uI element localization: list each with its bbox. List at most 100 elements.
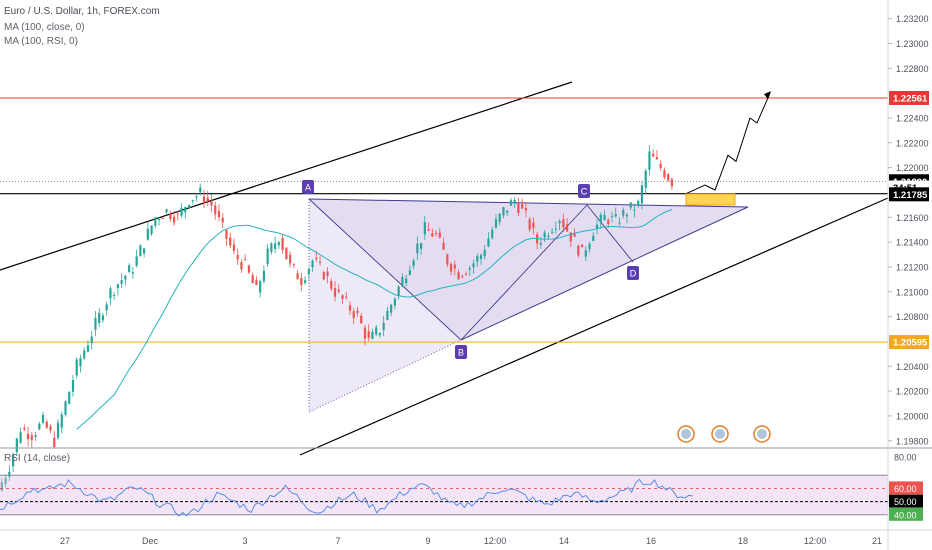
candle: [124, 275, 127, 280]
price-tick: 1.19800: [896, 436, 929, 446]
candle: [300, 278, 303, 285]
rsi-tick: 60.00: [894, 484, 917, 494]
candle: [259, 281, 262, 293]
pattern-letter: D: [630, 269, 637, 279]
candle: [378, 332, 382, 336]
price-tick: 1.20400: [896, 362, 929, 372]
candle: [311, 260, 314, 268]
rsi-tick: 50.00: [894, 497, 917, 507]
candle: [438, 232, 441, 238]
candle: [420, 242, 423, 249]
candle: [595, 224, 599, 230]
candle: [157, 219, 161, 221]
candle: [644, 170, 647, 188]
candle: [199, 187, 202, 193]
candle: [202, 196, 206, 204]
candle: [663, 170, 666, 178]
price-tick: 1.20000: [896, 411, 929, 421]
candle: [345, 296, 348, 298]
candle: [562, 219, 565, 228]
candle: [483, 249, 486, 257]
projection-arrowhead: [764, 91, 771, 100]
moving-average: [76, 209, 673, 430]
candle: [461, 275, 464, 277]
price-tick: 1.22800: [896, 64, 929, 74]
candle: [315, 257, 318, 260]
candle: [139, 245, 142, 257]
price-tick: 1.21200: [896, 262, 929, 272]
candle: [146, 228, 149, 240]
trend-channel: [0, 81, 889, 456]
candle: [292, 263, 295, 266]
candle: [476, 256, 479, 262]
candle: [225, 230, 228, 239]
price-tick: 1.21400: [896, 238, 929, 248]
candle: [270, 243, 273, 253]
candle: [191, 199, 194, 201]
candle: [68, 391, 71, 404]
price-label-bg: [889, 335, 929, 350]
candle: [532, 222, 535, 228]
candle: [479, 255, 483, 259]
candle: [98, 312, 101, 324]
candle: [513, 199, 516, 204]
triangle-bottom: [460, 206, 749, 341]
candle: [45, 421, 48, 428]
candle: [629, 202, 632, 208]
candle: [506, 210, 509, 213]
rsi-title[interactable]: RSI (14, close): [4, 453, 71, 464]
candle: [281, 237, 284, 250]
candle: [255, 280, 258, 285]
rsi-tick-bg: [889, 494, 923, 508]
pattern-letter: C: [581, 187, 588, 197]
rsi-band: [0, 475, 888, 515]
candle: [116, 284, 120, 289]
price-tick: 1.21600: [896, 213, 929, 223]
candle: [412, 260, 415, 266]
candle: [551, 231, 554, 233]
candle: [352, 311, 355, 319]
time-tick: 14: [559, 536, 569, 546]
candle: [547, 235, 550, 237]
price-label: 1.21785: [893, 190, 928, 201]
candle: [670, 179, 673, 187]
candle: [307, 269, 310, 275]
candle: [539, 242, 542, 245]
indicator-ma-close[interactable]: MA (100, close, 0): [4, 22, 85, 33]
candle: [217, 211, 221, 218]
candle: [38, 423, 41, 430]
candle: [64, 401, 67, 415]
candle: [266, 248, 269, 264]
candle: [277, 242, 280, 246]
price-tick: 1.21000: [896, 287, 929, 297]
candle: [573, 233, 576, 237]
candle: [184, 206, 187, 213]
candle: [210, 201, 213, 206]
candle: [165, 209, 168, 213]
price-tick: 1.22200: [896, 138, 929, 148]
candle: [83, 350, 86, 359]
time-tick: 9: [425, 536, 430, 546]
triangle-base: [308, 339, 462, 413]
candle: [333, 288, 337, 297]
candle: [614, 214, 617, 217]
candle: [405, 278, 408, 284]
candle: [214, 205, 217, 215]
triangle-fill: [309, 199, 748, 340]
candle: [397, 286, 400, 296]
candle: [128, 265, 131, 273]
price-label-bg: [889, 90, 929, 105]
price-tick: 1.22000: [896, 163, 929, 173]
indicator-ma-rsi[interactable]: MA (100, RSI, 0): [4, 36, 78, 47]
candle: [236, 254, 239, 260]
rsi-line: [0, 478, 693, 517]
rsi-tick: 80.00: [894, 453, 917, 463]
candle: [251, 275, 254, 284]
candle: [75, 359, 78, 376]
candle: [161, 217, 164, 219]
candle: [330, 281, 333, 289]
candle: [472, 263, 475, 268]
candle: [603, 214, 606, 221]
rsi-tick-bg: [889, 450, 923, 463]
